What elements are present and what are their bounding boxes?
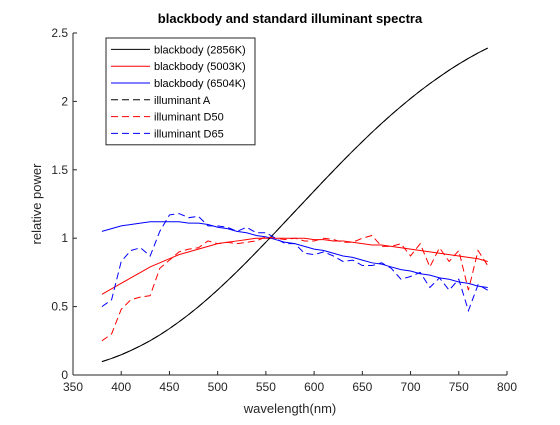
y-axis-title: relative power — [29, 163, 44, 245]
x-tick-label: 400 — [111, 380, 131, 394]
legend-label-blackbody-5003k: blackbody (5003K) — [154, 61, 246, 73]
y-tick-label: 2 — [61, 94, 68, 108]
legend-box — [105, 37, 256, 146]
x-tick-label: 600 — [304, 380, 324, 394]
x-tick-label: 450 — [159, 380, 179, 394]
y-tick-label: 0 — [61, 368, 68, 382]
legend-label-illuminant-d65: illuminant D65 — [154, 128, 224, 140]
x-axis-title: wavelength(nm) — [243, 401, 337, 416]
series-line-illuminant-d65 — [101, 213, 488, 313]
x-tick-label: 350 — [63, 380, 83, 394]
x-tick-label: 650 — [352, 380, 372, 394]
series-layer — [101, 47, 489, 363]
chart-title: blackbody and standard illuminant spectr… — [158, 11, 423, 26]
x-tick-label: 700 — [401, 380, 421, 394]
y-tick-label: 0.5 — [51, 300, 68, 314]
series-line-illuminant-d50 — [101, 234, 489, 342]
legend-label-illuminant-d50: illuminant D50 — [154, 112, 224, 124]
x-tick-label: 500 — [208, 380, 228, 394]
x-tick-label: 550 — [256, 380, 276, 394]
legend-label-blackbody-6504k: blackbody (6504K) — [154, 78, 246, 90]
legend-label-blackbody-2856k: blackbody (2856K) — [154, 44, 246, 56]
legend-label-illuminant-a: illuminant A — [154, 95, 211, 107]
legend: blackbody (2856K) blackbody (5003K) blackb… — [105, 37, 256, 146]
series-line-illuminant-a — [101, 47, 488, 363]
x-tick-label: 800 — [497, 380, 517, 394]
y-tick-label: 1 — [61, 231, 68, 245]
y-tick-label: 1.5 — [51, 163, 68, 177]
y-tick-label: 2.5 — [51, 26, 68, 40]
x-tick-label: 750 — [449, 380, 469, 394]
axes-layer: 350 400 450 500 550 600 650 700 750 800 0 0.5 1 1.5 2 2… — [51, 26, 517, 394]
